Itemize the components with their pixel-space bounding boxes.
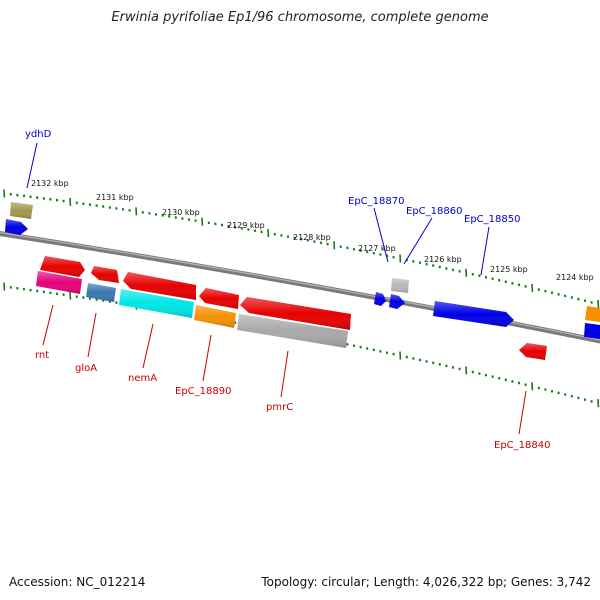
gene-label-ydhD: ydhD [25,129,52,140]
top-gene-labels: ydhD EpC_18870 EpC_18860 EpC_18850 [25,129,520,225]
ruler-label: 2126 kbp [424,255,462,264]
ruler-label: 2130 kbp [162,208,200,217]
accession-text: Accession: NC_012214 [9,575,146,589]
forward-strand-genes [5,202,600,339]
ruler-label: 2128 kbp [293,233,331,242]
gene-label-gloA: gloA [75,363,97,374]
reverse-strand-genes [36,256,547,360]
gene-label-EpC_18840: EpC_18840 [494,440,550,451]
map-title: Erwinia pyrifoliae Ep1/96 chromosome, co… [111,10,489,25]
ruler-ticks-bottom [3,282,600,408]
gene-label-nemA: nemA [128,373,157,384]
gene-label-EpC_18890: EpC_18890 [175,386,231,397]
bottom-gene-labels: rnt gloA nemA EpC_18890 pmrC EpC_18840 [35,350,550,451]
ruler-ticks-top [3,189,600,309]
gene-label-EpC_18870: EpC_18870 [348,196,404,207]
gene-label-EpC_18860: EpC_18860 [406,206,462,217]
top-leader-lines [26,142,490,276]
bottom-leader-lines [42,304,527,435]
gene-label-rnt: rnt [35,350,49,361]
ruler-label: 2124 kbp [556,273,594,282]
ruler-label: 2127 kbp [358,244,396,253]
ruler-label: 2125 kbp [490,265,528,274]
ruler-labels: 2132 kbp 2131 kbp 2130 kbp 2129 kbp 2128… [31,179,594,282]
ruler-label: 2132 kbp [31,179,69,188]
gene-blue-right[interactable] [584,323,600,339]
gene-label-pmrC: pmrC [266,402,293,413]
ruler-label: 2131 kbp [96,193,134,202]
ruler-label: 2129 kbp [227,221,265,230]
chromosome-backbone [0,231,600,344]
gene-label-EpC_18850: EpC_18850 [464,214,520,225]
topology-text: Topology: circular; Length: 4,026,322 bp… [261,575,591,589]
gene-orange-right[interactable] [585,306,600,322]
